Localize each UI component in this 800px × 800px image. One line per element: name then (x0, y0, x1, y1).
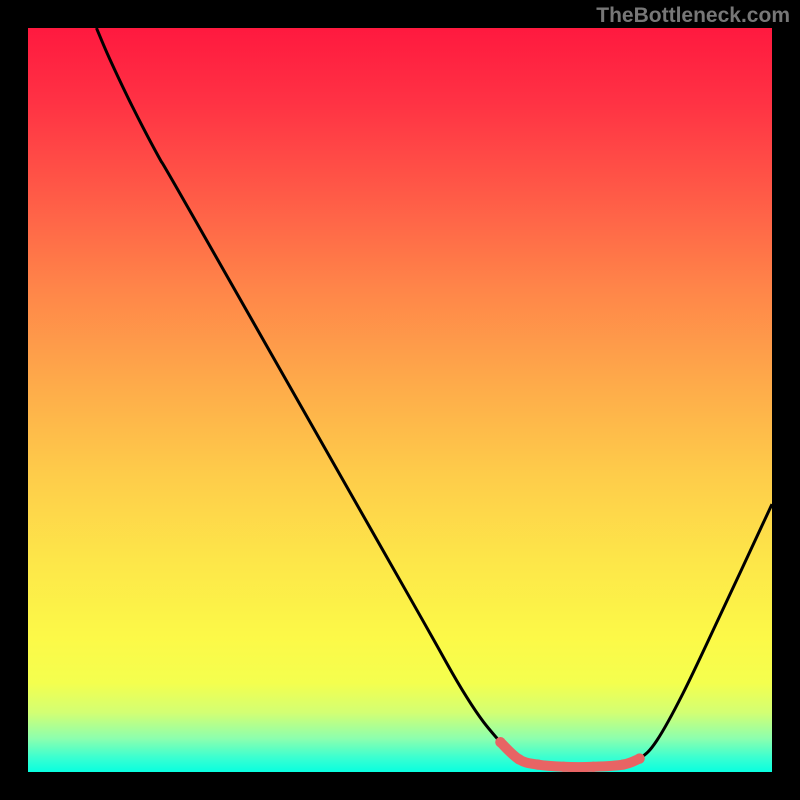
optimal-range-dot (495, 737, 505, 747)
optimal-range-dot (634, 753, 644, 763)
bottleneck-curve (28, 28, 772, 772)
optimal-range-dot (558, 762, 568, 772)
optimal-range-dot (588, 762, 598, 772)
optimal-range-markers (495, 737, 645, 772)
watermark-text: TheBottleneck.com (596, 4, 790, 28)
plot-area (28, 28, 772, 772)
optimal-range-dot (514, 754, 524, 764)
optimal-range-dot (618, 759, 628, 769)
optimal-range-dot (532, 759, 542, 769)
curve-line (96, 28, 772, 767)
